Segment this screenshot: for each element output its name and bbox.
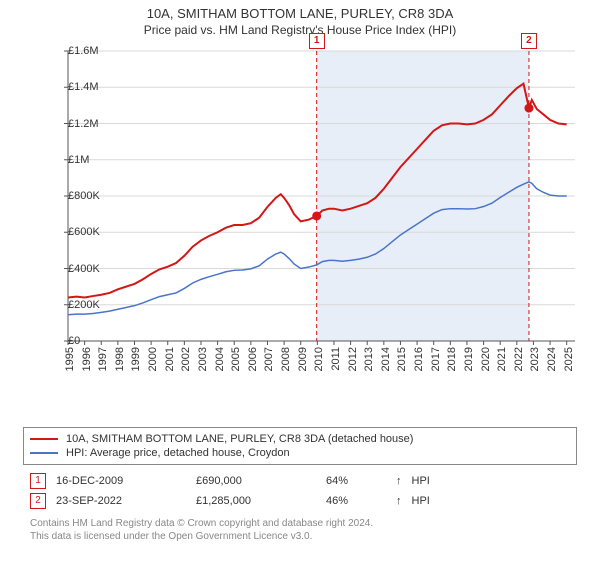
- sale-marker: 2: [30, 493, 46, 509]
- x-axis-label: 2010: [309, 347, 325, 371]
- x-axis-label: 2011: [326, 347, 342, 371]
- sale-suffix: HPI: [412, 495, 430, 507]
- sale-marker-box: 1: [309, 33, 325, 49]
- x-axis-label: 2012: [343, 347, 359, 371]
- y-axis-label: £1.6M: [68, 45, 72, 57]
- x-axis-label: 1997: [93, 347, 109, 371]
- x-axis-label: 2023: [525, 347, 541, 371]
- sale-price: £690,000: [196, 475, 316, 487]
- y-axis-label: £1.4M: [68, 81, 72, 93]
- chart-svg: [20, 41, 580, 391]
- legend-item: 10A, SMITHAM BOTTOM LANE, PURLEY, CR8 3D…: [30, 432, 570, 446]
- x-axis-label: 2007: [259, 347, 275, 371]
- y-axis-label: £400K: [68, 263, 72, 275]
- sale-row: 2 23-SEP-2022 £1,285,000 46% ↑ HPI: [30, 491, 570, 511]
- x-axis-label: 2016: [409, 347, 425, 371]
- sale-price: £1,285,000: [196, 495, 316, 507]
- sales-table: 1 16-DEC-2009 £690,000 64% ↑ HPI 2 23-SEP-2022 £…: [30, 471, 570, 511]
- sale-marker-box: 2: [521, 33, 537, 49]
- x-axis-label: 2009: [293, 347, 309, 371]
- x-axis-label: 2000: [143, 347, 159, 371]
- x-axis-label: 2015: [392, 347, 408, 371]
- x-axis-label: 2002: [176, 347, 192, 371]
- y-axis-label: £0: [68, 335, 72, 347]
- x-axis-label: 1995: [60, 347, 76, 371]
- x-axis-label: 2021: [492, 347, 508, 371]
- x-axis-label: 2006: [243, 347, 259, 371]
- chart-container: £0 £200K £400K £600K £800K £1M £1.2M £1.4M £1.6M…: [20, 41, 580, 391]
- sale-pct: 46%: [326, 495, 386, 507]
- x-axis-label: 2003: [193, 347, 209, 371]
- legend-box: 10A, SMITHAM BOTTOM LANE, PURLEY, CR8 3D…: [23, 427, 577, 465]
- x-axis-label: 1998: [110, 347, 126, 371]
- legend-label: 10A, SMITHAM BOTTOM LANE, PURLEY, CR8 3D…: [66, 433, 413, 445]
- x-axis-label: 1999: [126, 347, 142, 371]
- legend-label: HPI: Average price, detached house, Croy…: [66, 447, 290, 459]
- legend-swatch: [30, 438, 58, 440]
- y-axis-label: £600K: [68, 226, 72, 238]
- sale-date: 16-DEC-2009: [56, 475, 186, 487]
- x-axis-label: 2019: [459, 347, 475, 371]
- x-axis-label: 2018: [442, 347, 458, 371]
- sale-pct: 64%: [326, 475, 386, 487]
- sale-suffix: HPI: [412, 475, 430, 487]
- x-axis-label: 2004: [210, 347, 226, 371]
- sale-row: 1 16-DEC-2009 £690,000 64% ↑ HPI: [30, 471, 570, 491]
- footer-line-2: This data is licensed under the Open Gov…: [30, 530, 570, 543]
- footer-line-1: Contains HM Land Registry data © Crown c…: [30, 517, 570, 530]
- x-axis-label: 2008: [276, 347, 292, 371]
- x-axis-label: 2020: [476, 347, 492, 371]
- x-axis-label: 2013: [359, 347, 375, 371]
- up-arrow-icon: ↑: [396, 475, 402, 487]
- x-axis-label: 2025: [559, 347, 575, 371]
- chart-subtitle: Price paid vs. HM Land Registry's House …: [0, 23, 600, 37]
- legend-swatch: [30, 452, 58, 454]
- y-axis-label: £1.2M: [68, 118, 72, 130]
- up-arrow-icon: ↑: [396, 495, 402, 507]
- x-axis-label: 1996: [77, 347, 93, 371]
- sale-date: 23-SEP-2022: [56, 495, 186, 507]
- y-axis-label: £200K: [68, 299, 72, 311]
- footer-attribution: Contains HM Land Registry data © Crown c…: [30, 517, 570, 543]
- x-axis-label: 2024: [542, 347, 558, 371]
- chart-title: 10A, SMITHAM BOTTOM LANE, PURLEY, CR8 3D…: [0, 6, 600, 21]
- y-axis-label: £800K: [68, 190, 72, 202]
- y-axis-label: £1M: [68, 154, 72, 166]
- x-axis-label: 2005: [226, 347, 242, 371]
- legend-item: HPI: Average price, detached house, Croy…: [30, 446, 570, 460]
- x-axis-label: 2014: [376, 347, 392, 371]
- sale-marker: 1: [30, 473, 46, 489]
- x-axis-label: 2017: [426, 347, 442, 371]
- x-axis-label: 2022: [509, 347, 525, 371]
- x-axis-label: 2001: [160, 347, 176, 371]
